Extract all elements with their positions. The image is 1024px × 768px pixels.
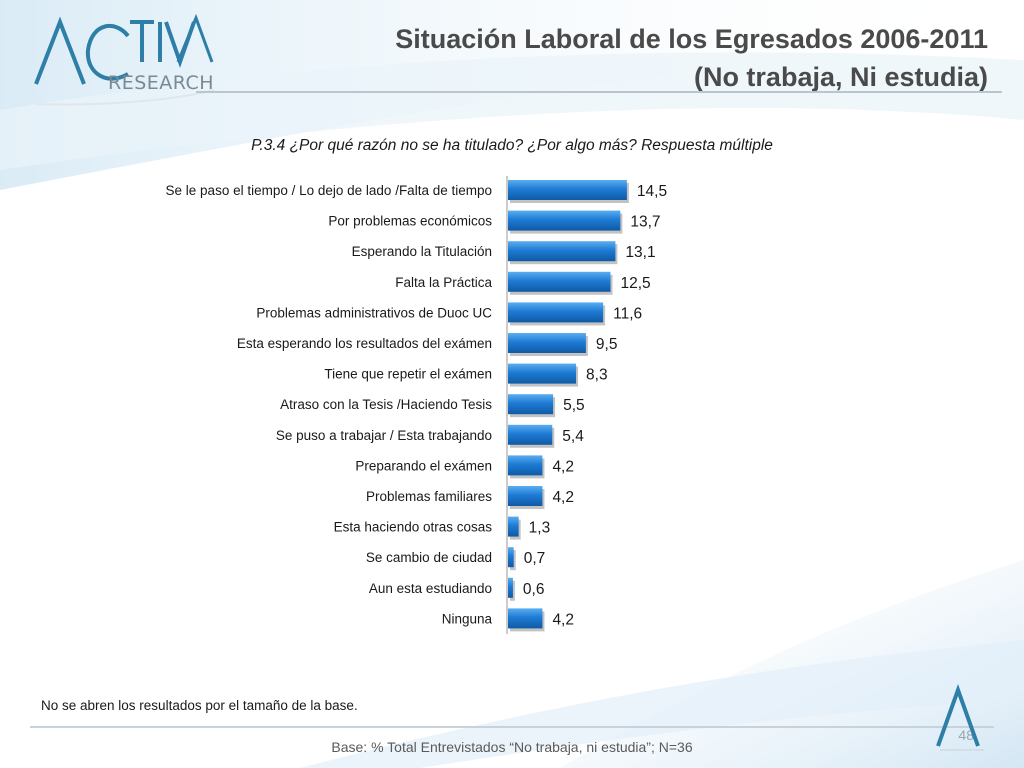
bar [508,363,577,384]
value-label: 4,2 [552,489,574,506]
value-label: 5,5 [563,397,585,414]
value-label: 0,6 [523,581,545,598]
category-label: Se puso a trabajar / Esta trabajando [276,428,492,443]
value-label: 4,2 [552,611,574,628]
title-line-2: (No trabaja, Ni estudia) [693,62,988,92]
value-label: 8,3 [586,367,608,384]
bar [508,547,514,568]
category-label: Esta esperando los resultados del exámen [237,336,492,351]
category-label: Falta la Práctica [395,275,492,290]
category-label: Ninguna [442,611,493,626]
chart-title: P.3.4 ¿Por qué razón no se ha titulado? … [251,137,773,154]
page-number: 48 [958,727,974,743]
category-label: Se cambio de ciudad [366,550,492,565]
bar [508,241,616,262]
value-label: 4,2 [552,458,574,475]
category-label: Esta haciendo otras cosas [334,520,493,535]
page-title: Situación Laboral de los Egresados 2006-… [395,20,988,96]
bar [508,333,586,353]
value-label: 5,4 [562,428,584,445]
category-label: Tiene que repetir el exámen [324,367,492,382]
bar [508,608,543,629]
category-label: Problemas familiares [366,489,492,504]
value-label: 9,5 [596,336,618,353]
value-label: 12,5 [621,275,651,292]
bar [508,424,553,445]
category-label: Atraso con la Tesis /Haciendo Tesis [280,397,492,412]
footer-divider [30,726,994,728]
value-label: 1,3 [529,520,551,537]
bar [508,180,627,200]
category-label: Se le paso el tiempo / Lo dejo de lado /… [166,183,492,198]
bar [508,577,513,598]
category-label: Esperando la Titulación [352,244,492,259]
bar [508,516,519,537]
bar [508,394,554,415]
base-text: Base: % Total Entrevistados “No trabaja,… [331,739,693,755]
title-divider [196,91,1002,93]
value-label: 11,6 [613,305,642,322]
bar [508,302,604,323]
value-label: 13,7 [630,214,660,231]
category-label: Aun esta estudiando [369,581,492,596]
bar [508,486,543,506]
bar [508,210,621,231]
category-label: Problemas administrativos de Duoc UC [256,305,492,320]
activa-logo [34,14,215,106]
logo-research-text: RESEARCH [108,72,215,94]
bar [508,271,611,292]
value-label: 0,7 [524,550,546,567]
title-line-1: Situación Laboral de los Egresados 2006-… [395,24,988,54]
bar [508,455,543,476]
activa-small-logo [936,684,984,751]
value-label: 14,5 [637,183,667,200]
value-label: 13,1 [625,244,655,261]
category-label: Por problemas económicos [328,214,492,229]
footnote: No se abren los resultados por el tamaño… [41,698,358,713]
category-label: Preparando el exámen [355,458,492,473]
